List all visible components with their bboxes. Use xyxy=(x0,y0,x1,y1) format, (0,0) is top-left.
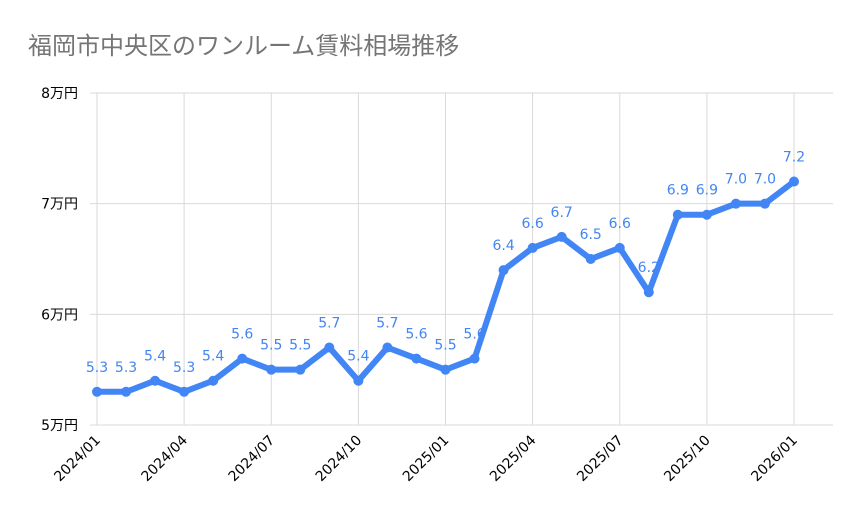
data-label: 5.5 xyxy=(289,338,311,354)
y-tick-label: 8万円 xyxy=(41,86,78,102)
data-label: 5.6 xyxy=(231,327,253,343)
marker xyxy=(643,287,654,298)
marker xyxy=(266,364,277,375)
data-label: 7.0 xyxy=(754,172,776,188)
marker xyxy=(324,342,335,353)
data-label: 6.5 xyxy=(580,227,602,243)
data-label: 6.2 xyxy=(638,260,660,276)
marker xyxy=(585,254,596,264)
data-label: 5.3 xyxy=(115,360,137,376)
marker xyxy=(440,364,451,375)
marker xyxy=(556,231,567,242)
marker xyxy=(498,265,509,276)
data-label: 6.6 xyxy=(521,216,543,232)
marker xyxy=(208,375,219,386)
marker xyxy=(789,176,799,187)
data-label: 6.4 xyxy=(492,238,514,254)
data-label: 5.4 xyxy=(202,349,224,365)
marker xyxy=(672,209,683,220)
y-tick-label: 6万円 xyxy=(41,307,78,323)
marker xyxy=(469,353,480,364)
marker xyxy=(701,209,712,220)
data-label: 6.7 xyxy=(551,205,573,221)
data-label: 6.9 xyxy=(667,183,689,199)
data-label: 7.2 xyxy=(783,150,805,166)
marker xyxy=(121,386,132,397)
data-label: 6.6 xyxy=(609,216,631,232)
marker xyxy=(295,364,306,375)
marker xyxy=(730,198,741,209)
marker xyxy=(382,342,393,353)
data-label: 5.6 xyxy=(463,327,485,343)
marker xyxy=(92,386,102,397)
marker xyxy=(179,386,190,397)
data-label: 6.9 xyxy=(696,183,718,199)
data-label: 5.3 xyxy=(86,360,108,376)
marker xyxy=(759,198,770,209)
chart-title: 福岡市中央区のワンルーム賃料相場推移 xyxy=(28,32,459,60)
data-label: 5.4 xyxy=(144,349,166,365)
marker xyxy=(353,375,364,386)
data-label: 5.5 xyxy=(260,338,282,354)
marker xyxy=(411,353,422,364)
y-tick-label: 7万円 xyxy=(41,197,78,213)
y-tick-label: 5万円 xyxy=(41,418,78,434)
data-label: 5.7 xyxy=(318,316,340,332)
data-label: 5.6 xyxy=(405,327,427,343)
marker xyxy=(614,242,625,253)
marker xyxy=(527,242,538,253)
data-label: 5.5 xyxy=(434,338,456,354)
data-label: 5.4 xyxy=(347,349,369,365)
data-label: 5.3 xyxy=(173,360,195,376)
marker xyxy=(150,375,161,386)
data-label: 7.0 xyxy=(725,172,747,188)
data-label: 5.7 xyxy=(376,316,398,332)
marker xyxy=(237,353,248,364)
